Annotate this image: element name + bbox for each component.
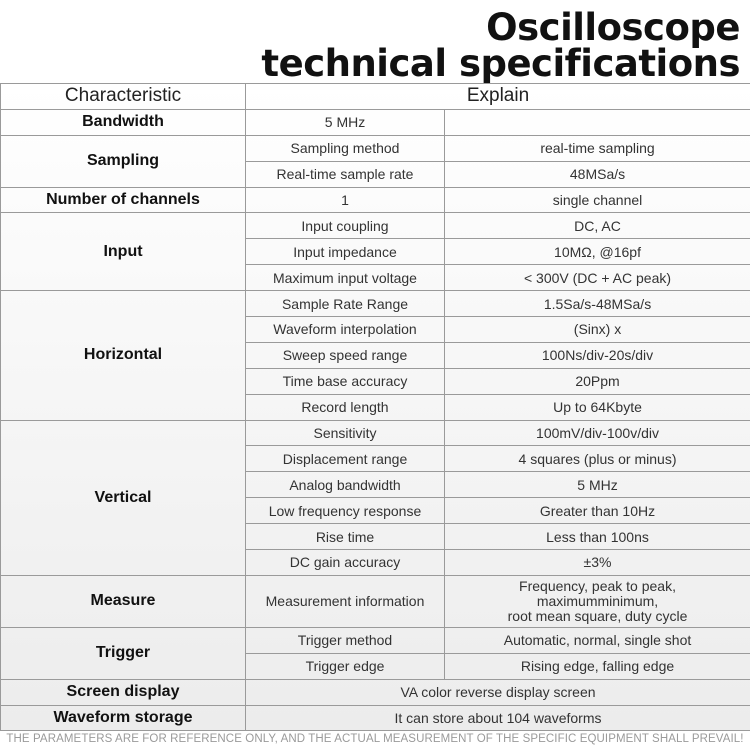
spec-value-empty: [443, 108, 750, 136]
spec-value: 20Ppm: [443, 367, 750, 395]
table-row: Measure Measurement information Frequenc…: [0, 574, 750, 628]
spec-value: 5 MHz: [443, 471, 750, 499]
table-row: Vertical Sensitivity 100mV/div-100v/div: [0, 419, 750, 576]
spec-value: Rising edge, falling edge: [443, 652, 750, 680]
spec-name: Record length: [245, 393, 445, 421]
table-row: Sweep speed range 100Ns/div-20s/div: [1, 341, 750, 369]
page-title-line1: Oscilloscope: [486, 6, 740, 49]
category-trigger: Trigger: [0, 626, 246, 680]
spec-value: 5 MHz: [245, 108, 445, 136]
table-row: Real-time sample rate 48MSa/s: [1, 160, 750, 188]
category-horizontal: Horizontal: [0, 290, 246, 421]
spec-name: Trigger edge: [245, 652, 445, 680]
spec-value: Automatic, normal, single shot: [443, 626, 750, 654]
table-row: Rise time Less than 100ns: [1, 523, 750, 551]
spec-name: Measurement information: [245, 574, 445, 628]
spec-name: Time base accuracy: [245, 367, 445, 395]
table-row: Record length Up to 64Kbyte: [1, 393, 750, 421]
spec-table-container: Characteristic Explain Bandwidth 5 MHz S…: [0, 83, 750, 732]
page-title-line2: technical specifications: [261, 42, 740, 85]
spec-name: Real-time sample rate: [245, 160, 445, 188]
table-row: Maximum input voltage < 300V (DC + AC pe…: [1, 264, 750, 292]
measure-value-line: Frequency, peak to peak,: [519, 577, 676, 594]
spec-name: Displacement range: [245, 445, 445, 473]
table-row: Waveform interpolation (Sinx) x: [1, 316, 750, 343]
measure-value-line: root mean square, duty cycle: [507, 607, 688, 624]
spec-value: < 300V (DC + AC peak): [443, 264, 750, 292]
spec-name: 1: [245, 186, 445, 214]
category-bandwidth: Bandwidth: [0, 108, 246, 136]
category-measure: Measure: [0, 574, 246, 628]
spec-value: DC, AC: [443, 212, 750, 240]
spec-name: Sample Rate Range: [245, 290, 445, 318]
disclaimer-footer: THE PARAMETERS ARE FOR REFERENCE ONLY, A…: [6, 733, 744, 745]
table-row: Time base accuracy 20Ppm: [1, 367, 750, 395]
category-screen-display: Screen display: [0, 678, 246, 706]
spec-value: 1.5Sa/s-48MSa/s: [443, 290, 750, 318]
spec-value: Up to 64Kbyte: [443, 393, 750, 421]
spec-value: VA color reverse display screen: [244, 678, 750, 706]
measure-value-line: maximumminimum,: [536, 592, 659, 609]
header-explain: Explain: [244, 83, 750, 110]
table-row: Trigger Trigger method Automatic, normal…: [0, 626, 750, 680]
table-row: Sampling Sampling method real-time sampl…: [0, 134, 750, 188]
table-row: Screen display VA color reverse display …: [0, 678, 750, 706]
category-input: Input: [0, 212, 246, 292]
spec-value-multiline: Frequency, peak to peak, maximumminimum,…: [443, 574, 750, 628]
spec-name: Waveform interpolation: [245, 316, 445, 343]
spec-value: 48MSa/s: [443, 160, 750, 188]
spec-value: single channel: [443, 186, 750, 214]
spec-value: 100Ns/div-20s/div: [443, 341, 750, 369]
table-row: Input Input coupling DC, AC: [0, 212, 750, 292]
spec-name: Low frequency response: [245, 497, 445, 525]
spec-value: 10MΩ, @16pf: [443, 238, 750, 266]
spec-value: It can store about 104 waveforms: [244, 704, 750, 732]
spec-value: Less than 100ns: [443, 523, 750, 551]
spec-name: Maximum input voltage: [245, 264, 445, 292]
table-row: Analog bandwidth 5 MHz: [1, 471, 750, 499]
spec-name: Trigger method: [245, 626, 445, 654]
spec-name: Input coupling: [245, 212, 445, 240]
category-waveform-storage: Waveform storage: [0, 704, 246, 732]
spec-table: Characteristic Explain Bandwidth 5 MHz S…: [0, 83, 750, 732]
table-row: Displacement range 4 squares (plus or mi…: [1, 445, 750, 473]
spec-name: Sampling method: [245, 134, 445, 162]
spec-value: ±3%: [443, 549, 750, 576]
spec-name: DC gain accuracy: [245, 549, 445, 576]
spec-name: Sensitivity: [245, 419, 445, 447]
spec-value: (Sinx) x: [443, 316, 750, 343]
spec-name: Input impedance: [245, 238, 445, 266]
category-channels: Number of channels: [0, 186, 246, 214]
header-characteristic: Characteristic: [0, 83, 246, 110]
table-row: Waveform storage It can store about 104 …: [0, 704, 750, 732]
spec-name: Analog bandwidth: [245, 471, 445, 499]
category-vertical: Vertical: [0, 419, 246, 576]
table-row: Number of channels 1 single channel: [0, 186, 750, 214]
table-row: Bandwidth 5 MHz: [0, 108, 750, 136]
spec-value: 100mV/div-100v/div: [443, 419, 750, 447]
spec-value: real-time sampling: [443, 134, 750, 162]
table-row: Horizontal Sample Rate Range 1.5Sa/s-48M…: [0, 290, 750, 421]
spec-name: Sweep speed range: [245, 341, 445, 369]
header-row: Characteristic Explain: [0, 83, 750, 110]
table-row: Low frequency response Greater than 10Hz: [1, 497, 750, 525]
spec-value: 4 squares (plus or minus): [443, 445, 750, 473]
spec-name: Rise time: [245, 523, 445, 551]
spec-value: Greater than 10Hz: [443, 497, 750, 525]
category-sampling: Sampling: [0, 134, 246, 188]
